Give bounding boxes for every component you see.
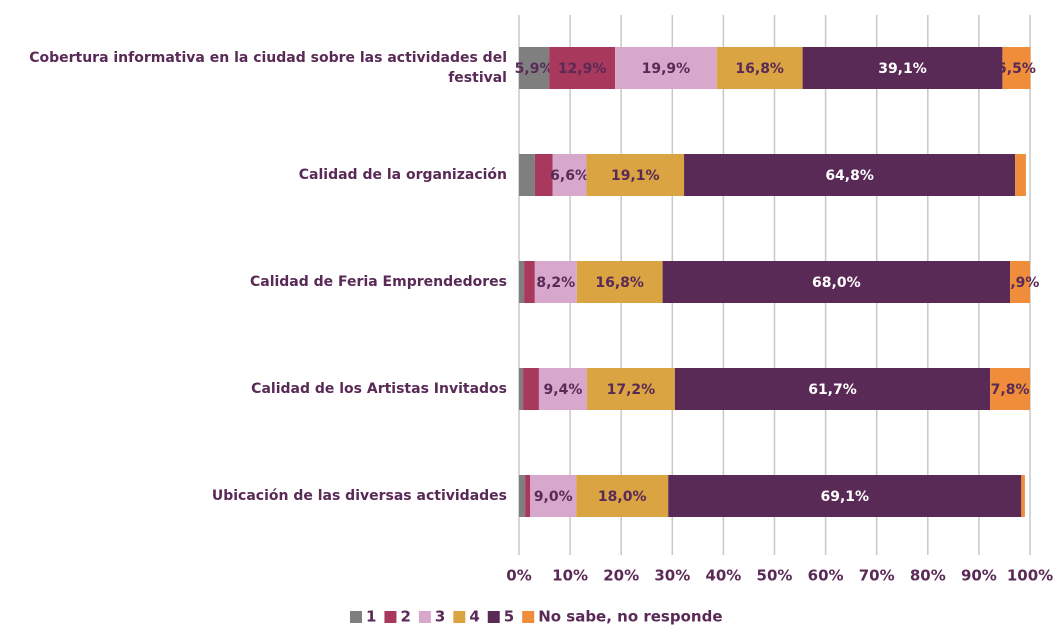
bar-segment <box>549 47 616 89</box>
legend-label: 1 <box>366 608 376 626</box>
data-label: 61,7% <box>808 382 857 398</box>
x-tick-label: 30% <box>654 567 690 585</box>
data-label: 6,6% <box>550 168 589 184</box>
x-tick-label: 70% <box>859 567 895 585</box>
x-tick-label: 80% <box>910 567 946 585</box>
data-label: 7,8% <box>991 382 1030 398</box>
bar-segment <box>586 368 675 410</box>
legend-label: 3 <box>435 608 445 626</box>
bar-segment <box>519 154 535 196</box>
data-label: 19,1% <box>611 168 660 184</box>
bar-segment <box>615 47 717 89</box>
bar-segment <box>716 47 803 89</box>
bar-segment <box>552 154 587 196</box>
bar-segment <box>525 475 531 517</box>
data-label: 5,5% <box>997 61 1036 77</box>
data-label: 69,1% <box>820 489 869 505</box>
legend-swatch <box>522 611 535 623</box>
legend-swatch <box>453 611 466 623</box>
bar-segment <box>530 475 577 517</box>
x-tick-label: 90% <box>961 567 997 585</box>
legend-swatch <box>384 611 397 623</box>
bar-segment <box>684 154 1016 196</box>
x-tick-label: 20% <box>603 567 639 585</box>
legend-swatch <box>350 611 362 623</box>
bar-segment <box>538 368 587 410</box>
data-label: 9,0% <box>534 489 573 505</box>
data-label: 68,0% <box>812 275 861 291</box>
bar-segment <box>662 261 1011 303</box>
legend-label: 2 <box>400 608 410 626</box>
bar-segment <box>1010 261 1030 303</box>
bar-segment <box>576 475 669 517</box>
data-label: 16,8% <box>735 61 784 77</box>
bar-segment <box>1015 154 1026 196</box>
bar-segment <box>519 475 526 517</box>
bar-segment <box>802 47 1003 89</box>
bar-segment <box>576 261 663 303</box>
bar-segment <box>668 475 1022 517</box>
bar-segment <box>1021 475 1025 517</box>
x-tick-label: 100% <box>1007 567 1053 585</box>
data-label: 17,2% <box>607 382 656 398</box>
data-label: 12,9% <box>558 61 607 77</box>
bar-segment <box>674 368 991 410</box>
bar-segment <box>1002 47 1031 89</box>
data-label: 3,9% <box>1001 275 1040 291</box>
x-tick-label: 40% <box>705 567 741 585</box>
bar-segment <box>519 261 525 303</box>
bar-segment <box>519 368 524 410</box>
x-tick-label: 0% <box>506 567 531 585</box>
data-label: 5,9% <box>515 61 554 77</box>
legend-label: 5 <box>504 608 514 626</box>
bar-segment <box>534 261 577 303</box>
data-label: 64,8% <box>825 168 874 184</box>
bar-segment <box>990 368 1030 410</box>
bar-segment <box>534 154 553 196</box>
data-label: 39,1% <box>878 61 927 77</box>
bar-segment <box>524 261 535 303</box>
x-tick-label: 10% <box>552 567 588 585</box>
legend-swatch <box>487 611 500 623</box>
legend-swatch <box>418 611 431 623</box>
bar-segment <box>523 368 539 410</box>
legend-label: 4 <box>469 608 479 626</box>
bar-segment <box>586 154 685 196</box>
x-tick-label: 60% <box>808 567 844 585</box>
data-label: 9,4% <box>544 382 583 398</box>
data-label: 18,0% <box>598 489 647 505</box>
legend-label: No sabe, no responde <box>538 608 722 626</box>
category-label: Calidad de los Artistas Invitados <box>251 381 507 397</box>
category-label: Ubicación de las diversas actividades <box>211 488 507 504</box>
category-label: Calidad de la organización <box>298 167 507 183</box>
data-label: 8,2% <box>536 275 575 291</box>
bar-segment <box>519 47 550 89</box>
x-tick-label: 50% <box>757 567 793 585</box>
category-label: Cobertura informativa en la ciudad sobre… <box>29 50 507 86</box>
category-label: Calidad de Feria Emprendedores <box>249 274 507 290</box>
data-label: 16,8% <box>595 275 644 291</box>
data-label: 19,9% <box>642 61 691 77</box>
